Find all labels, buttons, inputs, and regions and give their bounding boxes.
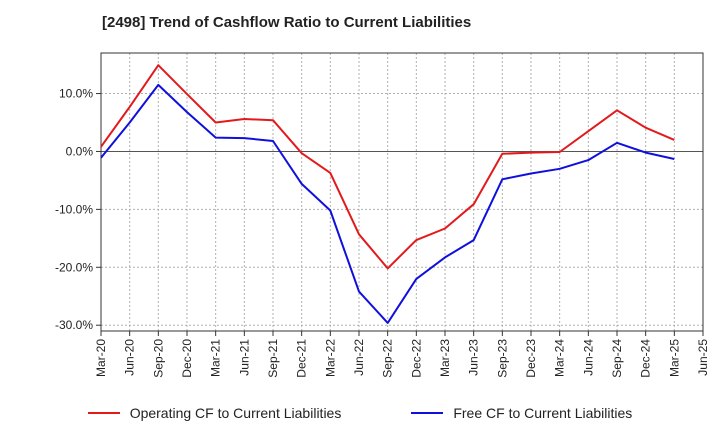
x-tick-label: Mar-22 <box>323 339 337 377</box>
x-tick-label: Jun-25 <box>696 339 710 376</box>
legend-swatch-free-cf <box>411 412 444 414</box>
chart-title: [2498] Trend of Cashflow Ratio to Curren… <box>102 14 472 31</box>
x-tick-label: Sep-22 <box>381 339 395 378</box>
plot-frame <box>100 52 704 332</box>
x-tick-label: Dec-21 <box>295 339 309 378</box>
y-tick-label: 0.0% <box>66 144 94 158</box>
x-tick-label: Mar-23 <box>438 339 452 377</box>
series-line-free-cf <box>100 83 675 324</box>
x-tick-label: Dec-22 <box>409 339 423 378</box>
x-tick-label: Jun-21 <box>237 339 251 376</box>
x-tick-label: Sep-23 <box>495 339 509 378</box>
x-tick-label: Dec-24 <box>639 339 653 378</box>
y-tick-label: -20.0% <box>55 260 93 274</box>
x-tick-label: Mar-24 <box>553 339 567 377</box>
x-tick-label: Sep-20 <box>151 339 165 378</box>
y-tick-label: -10.0% <box>55 202 93 216</box>
x-tick-label: Mar-21 <box>209 339 223 377</box>
x-tick-label: Sep-24 <box>610 339 624 378</box>
x-tick-label: Jun-24 <box>581 339 595 376</box>
x-tick-label: Jun-20 <box>123 339 137 376</box>
series-line-operating-cf <box>100 64 675 270</box>
x-tick-label: Mar-25 <box>667 339 681 377</box>
y-tick-label: 10.0% <box>59 87 93 101</box>
x-tick-label: Jun-22 <box>352 339 366 376</box>
x-tick-label: Dec-23 <box>524 339 538 378</box>
legend-item-operating-cf: Operating CF to Current Liabilities <box>87 405 342 421</box>
legend-label-operating-cf: Operating CF to Current Liabilities <box>129 405 342 421</box>
x-tick-label: Sep-21 <box>266 339 280 378</box>
x-tick-label: Mar-20 <box>94 339 108 377</box>
chart-legend: Operating CF to Current Liabilities Free… <box>0 405 720 421</box>
legend-label-free-cf: Free CF to Current Liabilities <box>453 405 633 421</box>
legend-item-free-cf: Free CF to Current Liabilities <box>411 405 632 421</box>
y-tick-label: -30.0% <box>55 318 93 332</box>
x-tick-label: Jun-23 <box>467 339 481 376</box>
x-tick-label: Dec-20 <box>180 339 194 378</box>
legend-swatch-operating-cf <box>87 412 120 414</box>
